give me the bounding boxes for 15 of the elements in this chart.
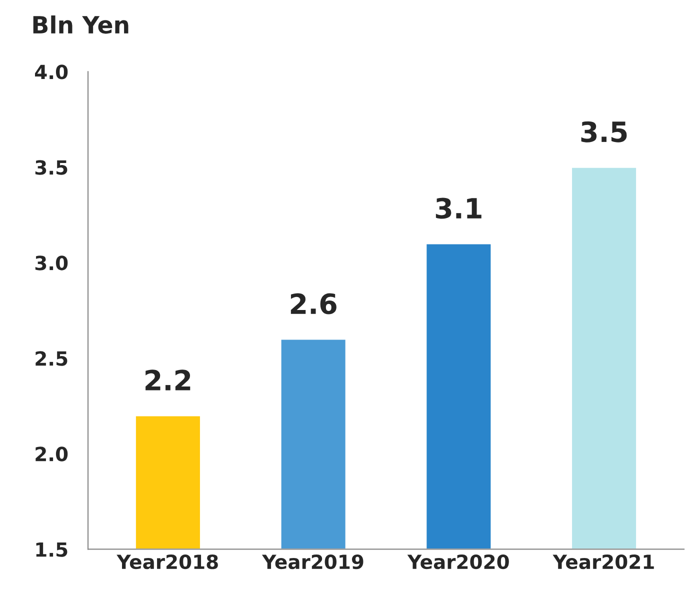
x-tick-label: Year2018 — [116, 554, 218, 570]
x-tick-label: Year2019 — [262, 554, 364, 570]
y-tick-label: 2.5 — [36, 351, 68, 366]
y-tick-label: 3.0 — [35, 256, 68, 270]
x-tick-label: Year2021 — [552, 554, 654, 570]
y-tick-label: 1.5 — [36, 542, 68, 557]
x-tick-label: Year2020 — [407, 554, 509, 570]
data-label: 2.6 — [290, 293, 336, 314]
y-tick-label: 2.0 — [36, 446, 68, 462]
y-tick-label: 4.0 — [35, 64, 68, 80]
y-tick-label: 3.5 — [35, 160, 68, 175]
y-axis-title: Bln Yen — [33, 15, 128, 34]
data-label: 2.2 — [146, 370, 190, 390]
data-label: 3.1 — [436, 198, 482, 219]
data-label: 3.5 — [581, 121, 627, 142]
